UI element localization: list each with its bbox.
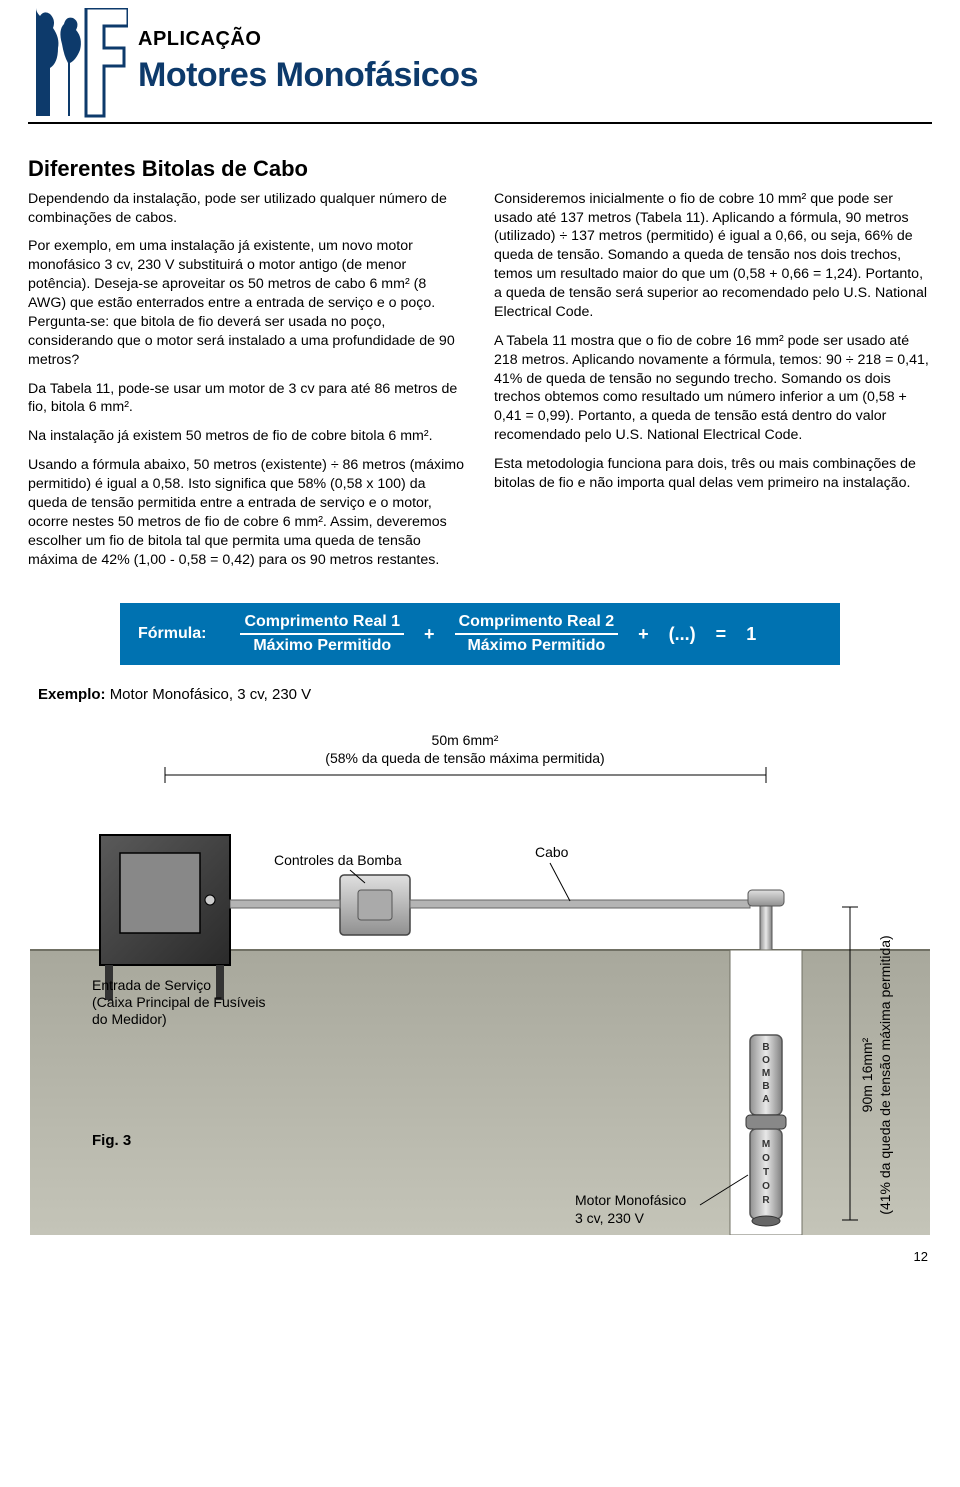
svg-text:90m 16mm²: 90m 16mm² (859, 1037, 875, 1112)
svg-text:R: R (762, 1195, 770, 1206)
ellipsis: (...) (669, 622, 696, 646)
svg-text:B: B (762, 1042, 769, 1053)
svg-text:Controles da Bomba: Controles da Bomba (274, 852, 402, 868)
numerator: Comprimento Real 2 (455, 613, 619, 635)
fraction-2: Comprimento Real 2 Máximo Permitido (455, 613, 619, 654)
svg-text:Entrada de Serviço: Entrada de Serviço (92, 977, 211, 993)
svg-text:M: M (762, 1139, 770, 1150)
paragraph: Usando a fórmula abaixo, 50 metros (exis… (28, 456, 466, 569)
svg-text:(58% da queda de tensão máxima: (58% da queda de tensão máxima permitida… (325, 750, 604, 766)
paragraph: Consideremos inicialmente o fio de cobre… (494, 190, 932, 322)
plus-icon: + (638, 622, 649, 646)
svg-text:O: O (762, 1153, 770, 1164)
svg-text:B: B (762, 1081, 769, 1092)
formula-box: Fórmula: Comprimento Real 1 Máximo Permi… (120, 603, 840, 664)
diagram-top-label-1: 50m 6mm² (432, 732, 499, 748)
svg-text:3 cv, 230 V: 3 cv, 230 V (575, 1210, 645, 1226)
page-number: 12 (28, 1248, 932, 1266)
logo-icon (28, 8, 128, 118)
denominator: Máximo Permitido (249, 635, 395, 655)
example-line: Exemplo: Motor Monofásico, 3 cv, 230 V (38, 685, 932, 705)
svg-text:do Medidor): do Medidor) (92, 1011, 167, 1027)
fraction-1: Comprimento Real 1 Máximo Permitido (240, 613, 404, 654)
paragraph: Na instalação já existem 50 metros de fi… (28, 427, 466, 446)
denominator: Máximo Permitido (463, 635, 609, 655)
example-label: Exemplo: (38, 686, 106, 703)
plus-icon: + (424, 622, 435, 646)
paragraph: Dependendo da instalação, pode ser utili… (28, 190, 466, 228)
svg-text:Motor Monofásico: Motor Monofásico (575, 1192, 686, 1208)
svg-text:T: T (763, 1167, 769, 1178)
svg-text:M: M (762, 1068, 770, 1079)
body-columns: Dependendo da instalação, pode ser utili… (28, 190, 932, 580)
paragraph: Da Tabela 11, pode-se usar um motor de 3… (28, 380, 466, 418)
svg-text:O: O (762, 1181, 770, 1192)
header-main-title: Motores Monofásicos (138, 53, 478, 99)
right-column: Consideremos inicialmente o fio de cobre… (494, 190, 932, 580)
installation-diagram: B O M B A M O T O R (30, 715, 930, 1240)
example-text: Motor Monofásico, 3 cv, 230 V (110, 686, 311, 703)
numerator: Comprimento Real 1 (240, 613, 404, 635)
paragraph: A Tabela 11 mostra que o fio de cobre 16… (494, 332, 932, 445)
svg-text:O: O (762, 1055, 770, 1066)
svg-text:Fig. 3: Fig. 3 (92, 1132, 131, 1149)
paragraph: Por exemplo, em uma instalação já existe… (28, 237, 466, 369)
equals-icon: = (716, 622, 727, 646)
section-title: Diferentes Bitolas de Cabo (28, 154, 932, 184)
svg-text:Cabo: Cabo (535, 844, 569, 860)
left-column: Dependendo da instalação, pode ser utili… (28, 190, 466, 580)
formula-label: Fórmula: (138, 623, 206, 645)
svg-text:A: A (762, 1094, 769, 1105)
paragraph: Esta metodologia funciona para dois, trê… (494, 455, 932, 493)
page-header: APLICAÇÃO Motores Monofásicos (28, 0, 932, 124)
header-small-title: APLICAÇÃO (138, 26, 478, 53)
svg-text:(Caixa Principal de Fusíveis: (Caixa Principal de Fusíveis (92, 994, 266, 1010)
formula-result: 1 (746, 622, 756, 646)
svg-text:(41% da queda de tensão máxima: (41% da queda de tensão máxima permitida… (877, 935, 893, 1214)
